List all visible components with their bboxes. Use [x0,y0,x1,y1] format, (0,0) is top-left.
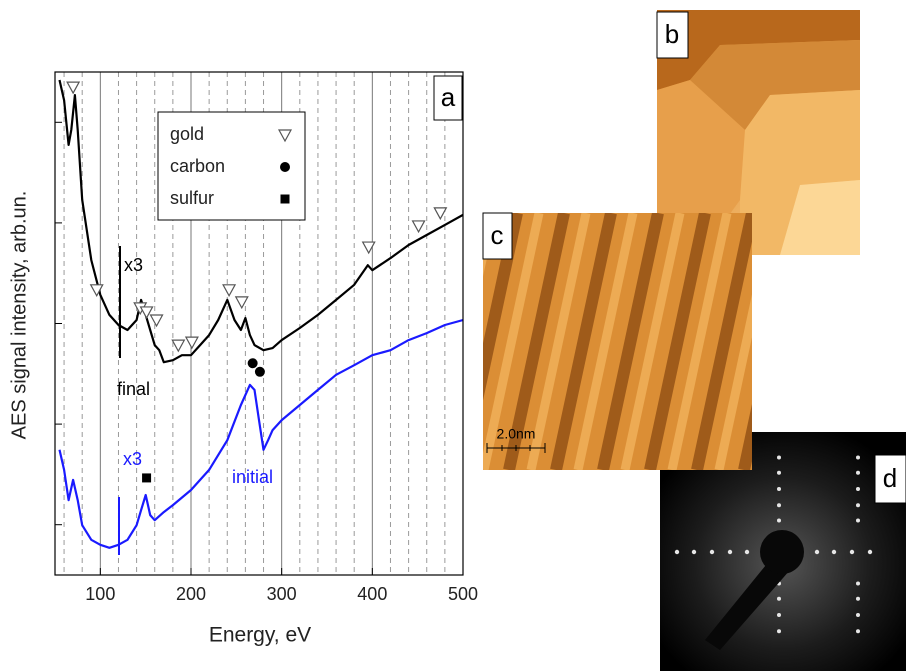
legend-label: sulfur [170,188,214,208]
x-tick-label: 500 [448,584,478,604]
square-marker [142,473,152,483]
triangle-marker [277,129,293,143]
panel-label-box [874,454,906,504]
x-axis-label: Energy, eV [209,624,311,647]
light-stripe [620,213,685,470]
spot [674,549,680,555]
spot [831,549,837,555]
triangle-marker [149,314,164,328]
triangle-marker [234,296,249,310]
light-stripe [714,294,752,470]
terrace [690,40,860,130]
spot [777,455,781,460]
triangle-marker [184,336,199,350]
annotation: x3 [123,449,142,469]
legend-label: gold [170,124,204,144]
curve [58,318,463,549]
terrace [740,90,860,255]
terrace [657,10,860,90]
diffraction-spots [674,455,873,634]
stripes [415,213,752,470]
spot [867,549,873,555]
triangle-marker [361,241,376,255]
spot [727,549,733,555]
x-tick-label: 200 [176,584,206,604]
spot [744,549,750,555]
dark-stripe [597,213,664,470]
triangle-marker [89,284,104,298]
light-stripe [667,213,732,470]
plot-frame [54,71,464,576]
circle-marker [254,366,265,377]
spot [777,487,781,491]
triangle-marker [66,81,81,95]
scale-bar-label: 2.0nm [497,426,536,442]
spot [777,518,781,523]
terrace [780,180,860,255]
spot [856,455,860,460]
dark-stripe [691,213,752,470]
x-tick-label: 400 [357,584,387,604]
panel-label-box [482,212,513,260]
spot [691,549,697,555]
spot [856,470,860,475]
overlay-layer: 100 200 300 400 500 gold carbon sulfur a x3 final x… [8,71,478,647]
spot [856,581,860,586]
dark-stripe [415,213,470,470]
spot [856,596,860,601]
spot [856,487,860,491]
legend-label: carbon [170,156,225,176]
scale-bar [486,443,546,453]
light-stripe [483,213,544,470]
stm-image-c [415,213,752,470]
spot [777,613,781,617]
circle-marker [247,358,258,369]
y-axis-label: AES signal intensity, arb.un. [8,191,30,440]
panel-label: d [883,463,897,493]
light-stripe [526,213,591,470]
triangle-marker [222,284,237,298]
spot [777,629,781,634]
x-tick-label: 100 [85,584,115,604]
triangle-marker [433,207,448,221]
spot [777,470,781,475]
panel-label: b [665,19,679,49]
spot [777,596,781,601]
dark-stripe [644,213,711,470]
square-marker [280,194,290,204]
panel-label: c [491,220,504,250]
dark-stripe [550,213,617,470]
electron-gun-shadow [705,560,790,650]
spot [777,503,781,508]
afm-image-b [657,10,860,255]
panel-label: a [441,82,456,112]
panel-label-box [656,11,689,59]
triangle-marker [139,306,154,320]
spot [709,549,715,555]
dark-stripe [503,213,570,470]
annotation: x3 [124,255,143,275]
gun-shadow [760,530,804,574]
circle-marker [280,162,290,172]
triangle-marker [171,339,186,353]
spot [856,503,860,508]
annotation: initial [232,467,273,487]
spot [856,518,860,523]
x-tick-label: 300 [267,584,297,604]
panel-label-box [433,75,463,121]
spot [814,549,820,555]
data-layer [58,79,463,549]
spot [849,549,855,555]
leed-image-d [660,432,906,671]
terrace [657,80,745,255]
spot [856,613,860,617]
light-stripe [573,213,638,470]
curve [58,79,463,364]
triangle-marker [411,220,426,234]
spot [856,629,860,634]
annotation: final [117,379,150,399]
